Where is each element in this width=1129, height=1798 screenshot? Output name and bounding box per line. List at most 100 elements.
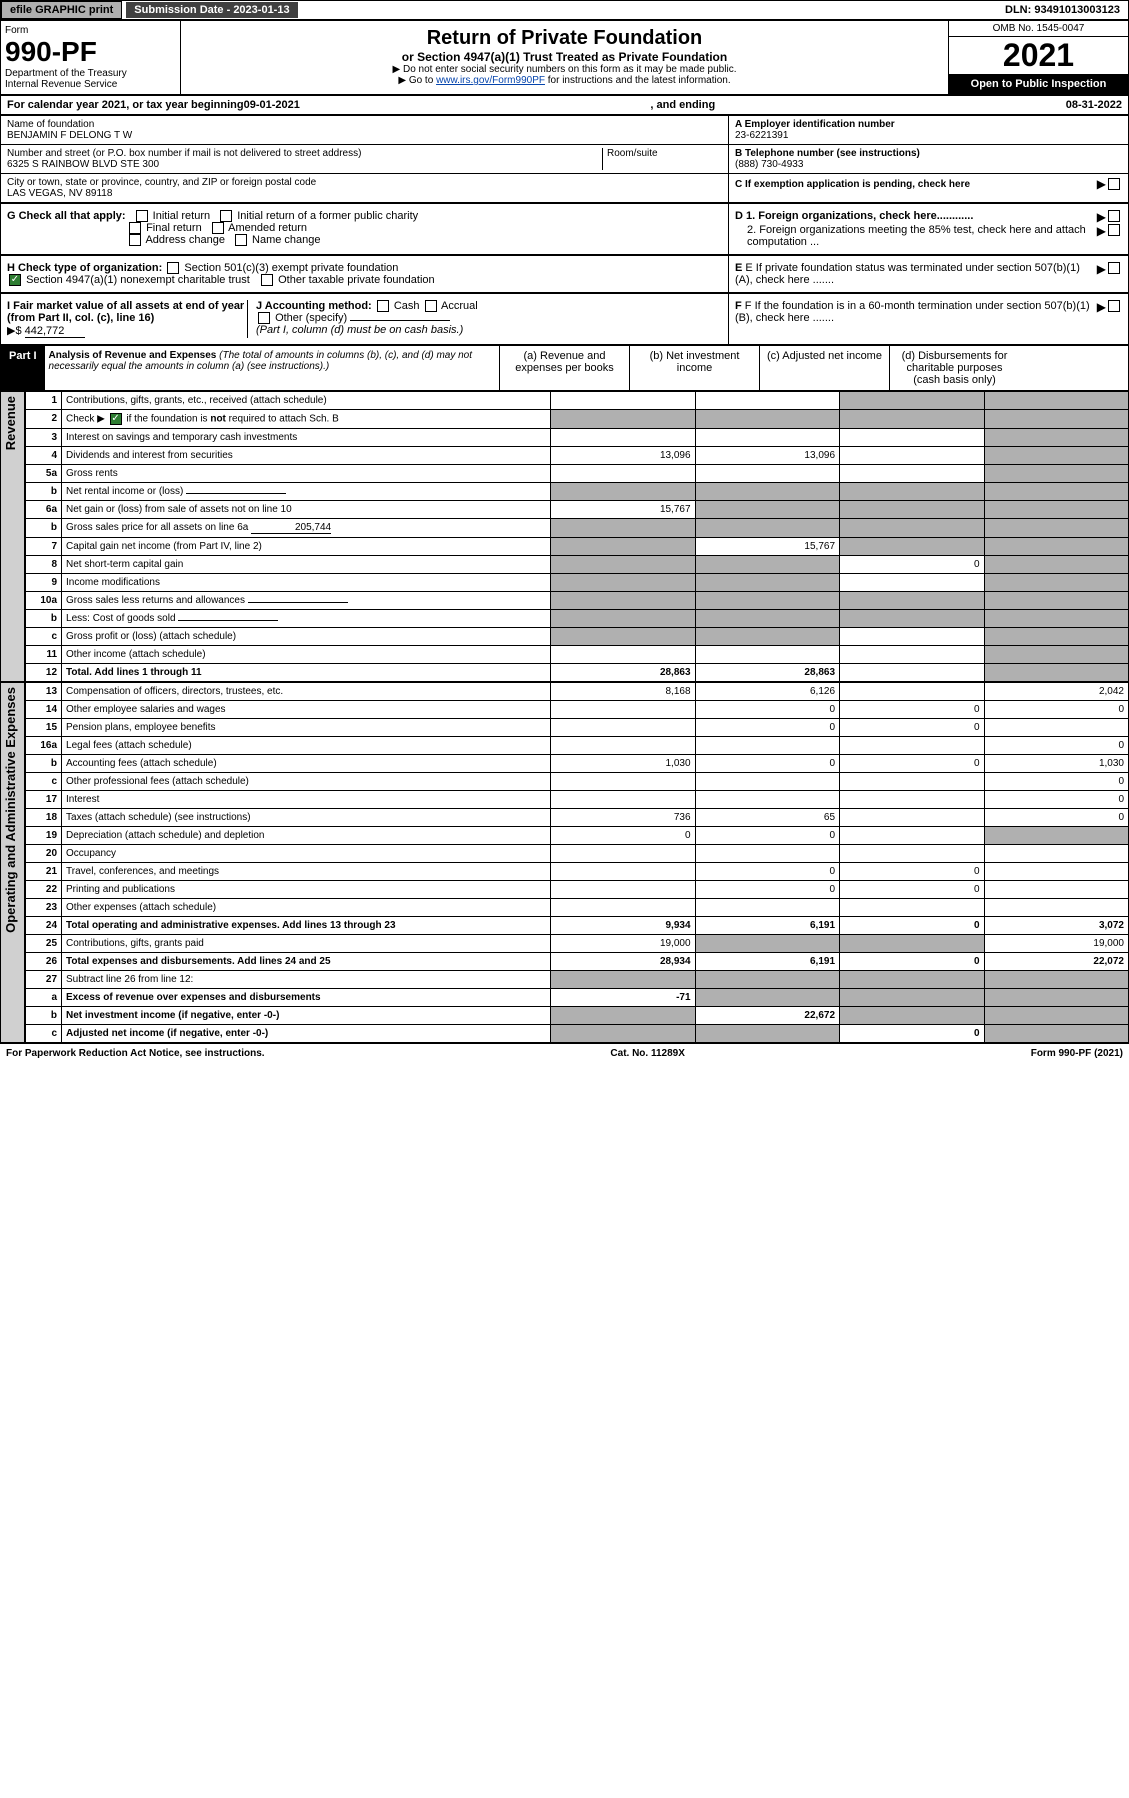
j-other-checkbox[interactable] — [258, 312, 270, 324]
table-row: 5aGross rents — [26, 465, 1129, 483]
cell-shaded — [984, 465, 1129, 483]
table-row: 14Other employee salaries and wages000 — [26, 701, 1129, 719]
row-num: 14 — [26, 701, 62, 719]
instr2: ▶ Go to www.irs.gov/Form990PF for instru… — [187, 75, 942, 86]
arrow-icon: ▶ — [1097, 210, 1106, 224]
cell-value: 0 — [840, 863, 984, 881]
instructions-link[interactable]: www.irs.gov/Form990PF — [436, 75, 545, 86]
d1-checkbox[interactable] — [1108, 210, 1120, 222]
schb-checkbox[interactable] — [110, 413, 122, 425]
row-num: 17 — [26, 791, 62, 809]
j-other: Other (specify) — [275, 312, 347, 324]
open-inspection: Open to Public Inspection — [949, 74, 1128, 94]
foundation-city: LAS VEGAS, NV 89118 — [7, 188, 722, 199]
efile-button[interactable]: efile GRAPHIC print — [1, 1, 122, 19]
cell-value — [551, 773, 695, 791]
row-num: c — [26, 1025, 62, 1043]
i-value: 442,772 — [25, 325, 85, 338]
row-label: Other expenses (attach schedule) — [62, 899, 551, 917]
cell-value: 1,030 — [984, 755, 1129, 773]
cell-value — [551, 881, 695, 899]
row-label: Depreciation (attach schedule) and deple… — [62, 827, 551, 845]
table-row: 25Contributions, gifts, grants paid19,00… — [26, 935, 1129, 953]
cell-shaded — [984, 592, 1129, 610]
cell-value — [840, 809, 984, 827]
g-final-checkbox[interactable] — [129, 222, 141, 234]
cell-shaded — [695, 410, 839, 429]
cell-value: 28,863 — [695, 664, 839, 682]
cell-value — [551, 845, 695, 863]
g-opt-4: Address change — [145, 234, 225, 246]
g-label: G Check all that apply: — [7, 210, 126, 222]
d2-checkbox[interactable] — [1108, 224, 1120, 236]
instr2-suffix: for instructions and the latest informat… — [545, 75, 731, 86]
expenses-label: Operating and Administrative Expenses — [1, 683, 20, 937]
g-former-checkbox[interactable] — [220, 210, 232, 222]
revenue-label: Revenue — [1, 392, 20, 454]
g-address-checkbox[interactable] — [129, 234, 141, 246]
row-num: 19 — [26, 827, 62, 845]
f-checkbox[interactable] — [1108, 300, 1120, 312]
row-num: 21 — [26, 863, 62, 881]
e-checkbox[interactable] — [1108, 262, 1120, 274]
arrow-icon: ▶ — [1097, 300, 1106, 324]
cell-shaded — [840, 592, 984, 610]
cell-value: 0 — [984, 809, 1129, 827]
cell-value — [695, 899, 839, 917]
c-checkbox[interactable] — [1108, 178, 1120, 190]
row-label: Contributions, gifts, grants, etc., rece… — [62, 392, 551, 410]
cell-value: 0 — [840, 1025, 984, 1043]
cell-value: 6,191 — [695, 953, 839, 971]
arrow-icon: ▶ — [1097, 177, 1106, 191]
cell-shaded — [984, 1025, 1129, 1043]
cell-value: 2,042 — [984, 683, 1129, 701]
h-501-checkbox[interactable] — [167, 262, 179, 274]
omb: OMB No. 1545-0047 — [949, 21, 1128, 37]
revenue-table: 1Contributions, gifts, grants, etc., rec… — [25, 391, 1129, 682]
row-label: Net gain or (loss) from sale of assets n… — [62, 501, 551, 519]
cell-value — [695, 737, 839, 755]
row-num: 23 — [26, 899, 62, 917]
cell-shaded — [840, 610, 984, 628]
cell-value: 13,096 — [695, 447, 839, 465]
j-accrual-checkbox[interactable] — [425, 300, 437, 312]
table-row: aExcess of revenue over expenses and dis… — [26, 989, 1129, 1007]
cell-value — [551, 646, 695, 664]
j-accrual: Accrual — [441, 300, 478, 312]
cell-shaded — [840, 935, 984, 953]
cell-value — [695, 429, 839, 447]
j-cash-checkbox[interactable] — [377, 300, 389, 312]
row-num: c — [26, 773, 62, 791]
row-num: 8 — [26, 556, 62, 574]
cell-value — [695, 791, 839, 809]
table-row: 12Total. Add lines 1 through 1128,86328,… — [26, 664, 1129, 682]
g-opt-0: Initial return — [153, 210, 210, 222]
title: Return of Private Foundation — [187, 27, 942, 50]
j-other-field[interactable] — [350, 320, 450, 321]
cell-shaded — [695, 501, 839, 519]
cell-shaded — [984, 989, 1129, 1007]
table-row: 23Other expenses (attach schedule) — [26, 899, 1129, 917]
col-b-header: (b) Net investment income — [629, 346, 759, 390]
row-label: Contributions, gifts, grants paid — [62, 935, 551, 953]
f-label: F If the foundation is in a 60-month ter… — [735, 300, 1090, 324]
part1-title: Analysis of Revenue and Expenses — [49, 350, 217, 361]
g-initial-checkbox[interactable] — [136, 210, 148, 222]
table-row: bNet investment income (if negative, ent… — [26, 1007, 1129, 1025]
part1-badge: Part I — [1, 346, 45, 390]
table-row: 7Capital gain net income (from Part IV, … — [26, 538, 1129, 556]
cell-value — [984, 881, 1129, 899]
h-4947-checkbox[interactable] — [9, 274, 21, 286]
cell-value: 0 — [840, 701, 984, 719]
g-amended-checkbox[interactable] — [212, 222, 224, 234]
room-label: Room/suite — [607, 148, 722, 159]
cell-value — [840, 429, 984, 447]
table-row: 15Pension plans, employee benefits00 — [26, 719, 1129, 737]
g-name-checkbox[interactable] — [235, 234, 247, 246]
table-row: bNet rental income or (loss) — [26, 483, 1129, 501]
cell-value: 22,072 — [984, 953, 1129, 971]
cell-shaded — [551, 592, 695, 610]
g-opt-3: Amended return — [228, 222, 307, 234]
row-label: Taxes (attach schedule) (see instruction… — [62, 809, 551, 827]
h-other-checkbox[interactable] — [261, 274, 273, 286]
